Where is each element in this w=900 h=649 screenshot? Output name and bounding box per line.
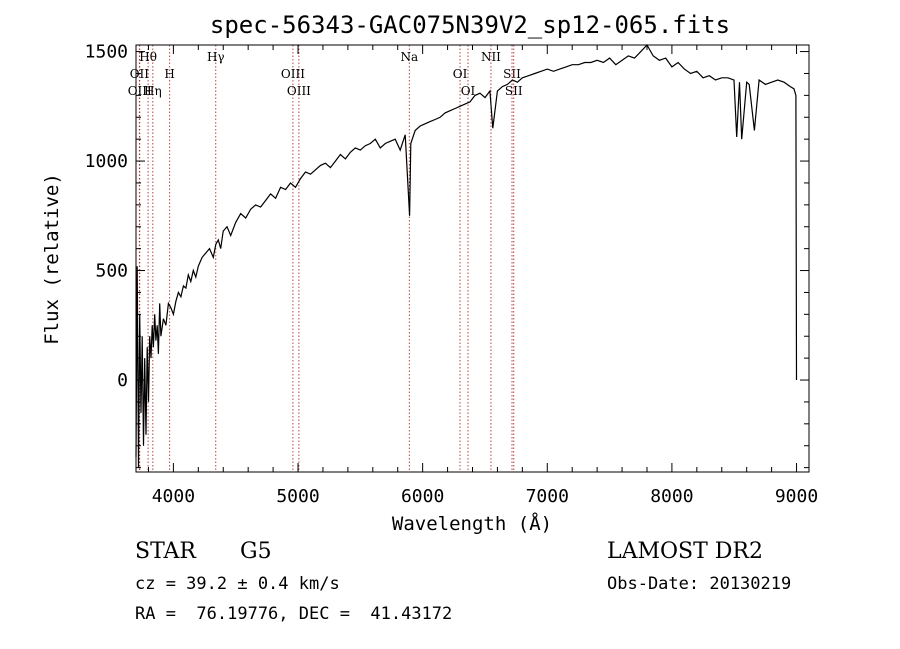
x-tick-label: 5000 (276, 486, 319, 507)
y-tick-label: 1000 (85, 151, 128, 172)
spectral-line-label: OIII (287, 84, 311, 98)
y-tick-label: 1500 (85, 42, 128, 63)
spectral-line-label: SII (505, 84, 523, 98)
spectral-line-label: H (164, 67, 174, 81)
y-tick-label: 0 (117, 370, 128, 391)
survey-name: LAMOST DR2 (607, 539, 763, 564)
x-tick-label: 9000 (775, 486, 818, 507)
spectral-line-label: Hθ (139, 50, 157, 64)
spectral-line-label: SII (503, 67, 521, 81)
spectral-line-label: OIII (281, 67, 305, 81)
object-class: STAR (135, 539, 196, 564)
observation-date: Obs-Date: 20130219 (607, 574, 792, 594)
spectral-line-label: OI (461, 84, 476, 98)
chart-title: spec-56343-GAC075N39V2_sp12-065.fits (210, 11, 730, 39)
spectral-line-label: Na (400, 50, 418, 64)
spectral-line-label: NII (481, 50, 501, 64)
spectral-line-label: OIII (128, 84, 152, 98)
x-axis-label: Wavelength (Å) (392, 512, 552, 535)
ra-dec-coordinates: RA = 76.19776, DEC = 41.43172 (135, 604, 453, 624)
redshift-cz: cz = 39.2 ± 0.4 km/s (135, 574, 340, 594)
y-tick-label: 500 (95, 261, 128, 282)
x-tick-label: 6000 (401, 486, 444, 507)
plot-frame (135, 44, 810, 473)
spectral-line-label: Hη (144, 84, 162, 98)
x-tick-label: 8000 (650, 486, 693, 507)
spectral-line-label: Hγ (207, 50, 225, 64)
spectral-line-label: OI (453, 67, 468, 81)
y-axis-label: Flux (relative) (41, 173, 63, 345)
x-tick-label: 7000 (526, 486, 569, 507)
spectral-subclass: G5 (240, 539, 272, 564)
x-tick-label: 4000 (152, 486, 195, 507)
flux-series-line (135, 43, 798, 468)
axis-ticks-layer: 4000 5000 6000 7000 8000 9000 0 500 1000 1500 (85, 42, 819, 507)
